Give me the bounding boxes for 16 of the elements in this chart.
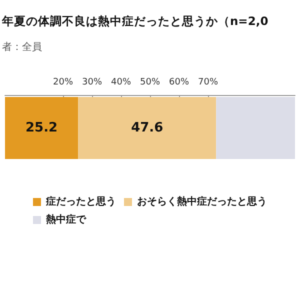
data-label: 25.2 xyxy=(26,120,58,136)
x-tick-label: 40% xyxy=(110,78,132,88)
x-tick-label: 60% xyxy=(168,78,190,88)
chart-subtitle: 者：全員 xyxy=(2,40,42,54)
legend-label: 熱中症で xyxy=(45,214,87,226)
legend-label: 症だったと思う xyxy=(45,196,116,208)
x-tick-label: 50% xyxy=(140,78,160,88)
bar xyxy=(5,97,78,159)
x-tick-label: 20% xyxy=(52,78,74,88)
legend-label: おそらく熱中症だったと思う xyxy=(137,196,267,208)
x-tick-label: 30% xyxy=(82,78,102,88)
bar xyxy=(216,97,295,159)
bar xyxy=(78,97,216,159)
chart-title: 年夏の体調不良は熱中症だったと思うか（n=2,0 xyxy=(2,14,268,29)
data-label: 47.6 xyxy=(131,120,164,136)
x-tick-label: 70% xyxy=(198,78,218,88)
